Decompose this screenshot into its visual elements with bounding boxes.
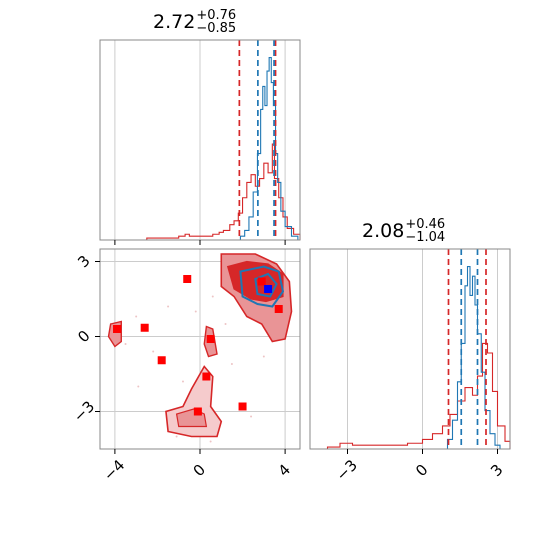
blue-histogram-series — [442, 266, 501, 450]
histogram-panel-right: −3 0 3 — [309, 248, 511, 484]
param-1-summary-title: 2.72 +0.76 −0.85 — [153, 9, 236, 35]
red-histogram-series — [100, 143, 301, 241]
y-tick-label: 0 — [74, 327, 93, 346]
param-1-lower-error: −0.85 — [196, 21, 237, 36]
x-tick-label: 0 — [190, 461, 209, 480]
red-marker — [202, 372, 211, 381]
y-tick-label: 3 — [74, 252, 93, 271]
param-1-upper-error: +0.76 — [196, 8, 237, 23]
red-marker — [274, 305, 283, 313]
red-marker — [113, 325, 122, 333]
x-tick-label: 4 — [275, 461, 294, 480]
red-marker — [157, 356, 166, 365]
sample-dot — [262, 355, 265, 358]
blue-marker — [264, 285, 273, 293]
red-marker — [183, 275, 192, 283]
sample-dot — [175, 435, 178, 438]
histogram-panel-top — [99, 39, 301, 245]
sample-dot — [250, 415, 253, 418]
y-tick-label: −3 — [70, 397, 98, 425]
sample-dot — [152, 350, 155, 353]
param-2-errors: +0.46 −1.04 — [405, 218, 445, 244]
sample-dot — [135, 315, 138, 318]
x-tick-label: −4 — [100, 456, 128, 484]
blue-contour-inner — [254, 272, 278, 298]
red-marker — [193, 407, 202, 416]
sample-dot — [124, 343, 127, 345]
x-tick-label: −3 — [333, 456, 361, 484]
red-marker — [238, 402, 247, 411]
axes-frame — [309, 248, 511, 450]
red-marker — [257, 277, 266, 286]
scatter-contour-panel: −4 0 4 −3 0 3 — [70, 248, 301, 484]
red-histogram-series — [310, 342, 511, 450]
param-1-errors: +0.76 −0.85 — [196, 9, 236, 35]
x-tick-label: 0 — [412, 461, 431, 480]
sample-dot — [209, 440, 212, 443]
param-2-upper-error: +0.46 — [405, 217, 446, 232]
red-marker — [206, 335, 215, 343]
sample-dot — [194, 310, 197, 313]
blue-contour-outer — [239, 265, 285, 308]
x-tick-label: 3 — [487, 461, 506, 480]
sample-dot — [137, 385, 140, 388]
sample-dot — [230, 363, 233, 365]
param-2-median: 2.08 — [362, 220, 405, 242]
sample-dot — [181, 380, 184, 383]
param-2-lower-error: −1.04 — [405, 230, 446, 245]
red-marker — [140, 323, 149, 332]
blue-histogram-series — [234, 57, 299, 241]
param-2-summary-title: 2.08 +0.46 −1.04 — [362, 218, 445, 244]
param-1-median: 2.72 — [153, 11, 196, 33]
sample-dot — [167, 305, 170, 308]
sample-dot — [211, 295, 214, 298]
sample-dot — [224, 323, 227, 325]
